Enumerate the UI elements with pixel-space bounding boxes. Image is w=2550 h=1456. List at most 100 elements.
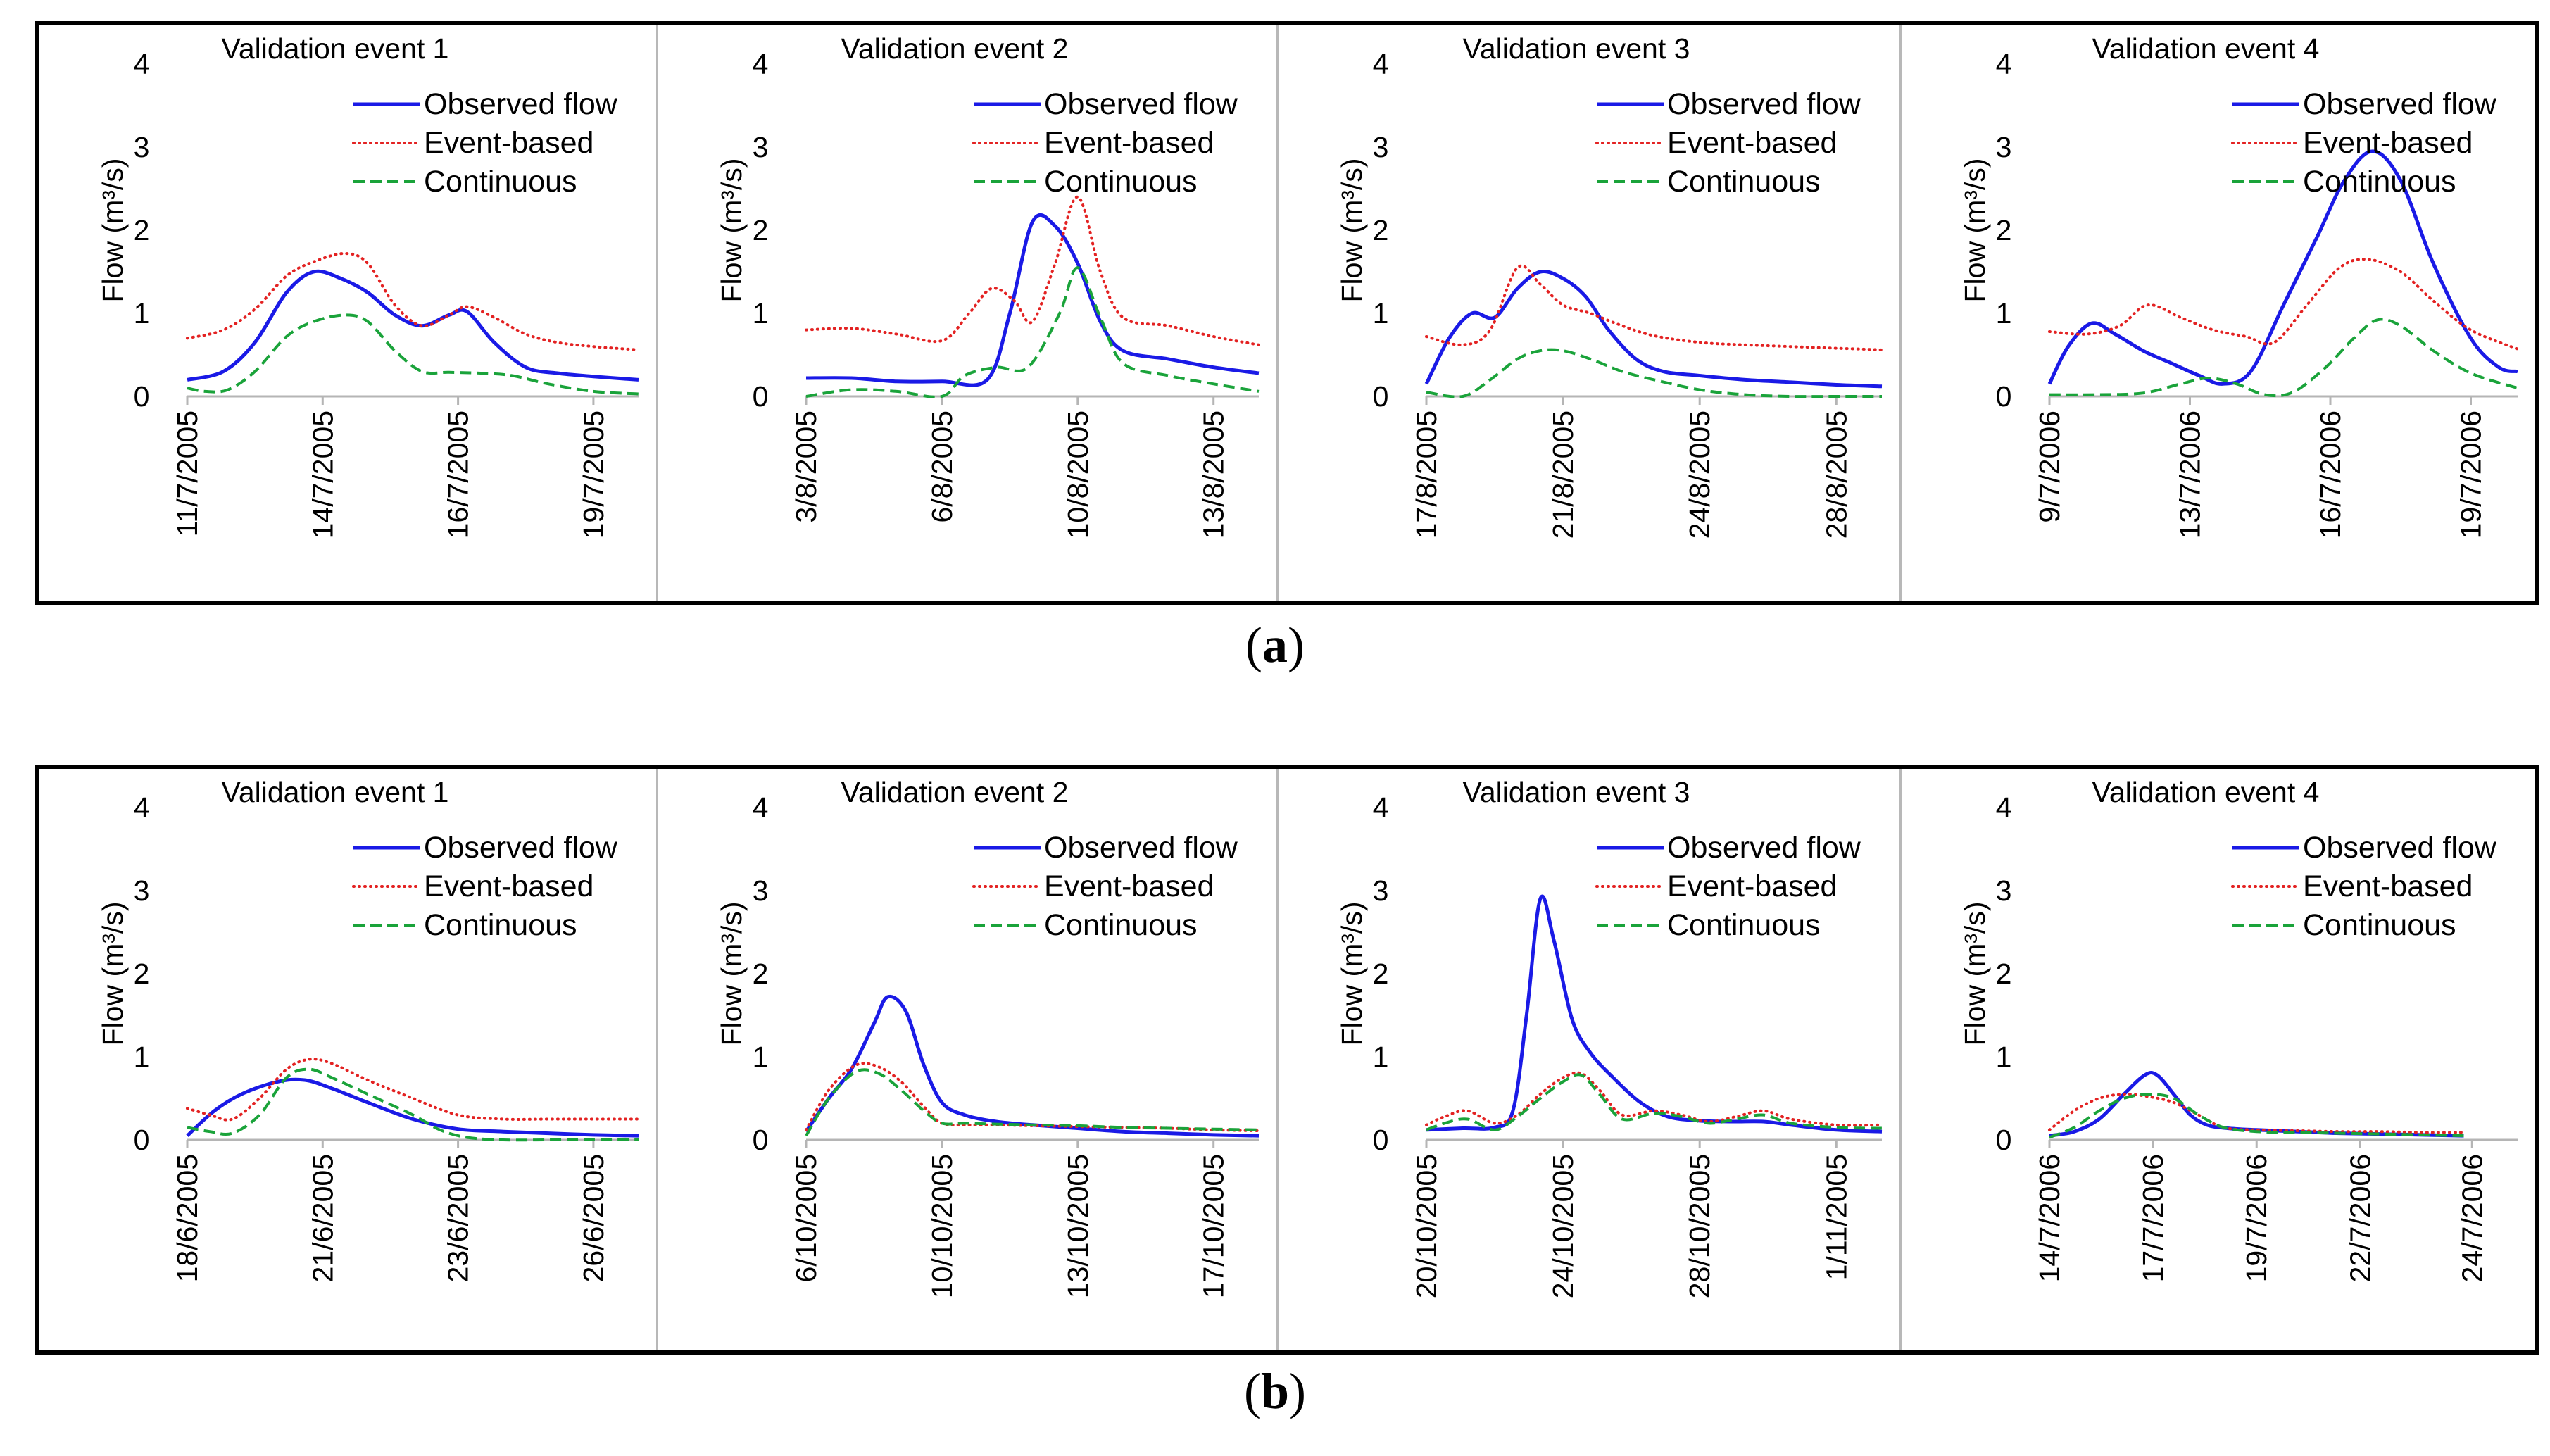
y-tick-label: 0 xyxy=(753,1124,769,1156)
x-tick-label: 19/7/2006 xyxy=(2240,1154,2273,1282)
x-tick-label: 10/8/2005 xyxy=(1062,410,1094,539)
x-tick-label: 24/10/2005 xyxy=(1547,1154,1579,1298)
y-axis-title: Flow (m³/s) xyxy=(1959,902,1991,1046)
x-tick-label: 20/10/2005 xyxy=(1410,1154,1443,1298)
series-line-continuous xyxy=(805,1068,1260,1137)
series-line-event xyxy=(186,1058,640,1122)
x-tick-label: 9/7/2006 xyxy=(2033,410,2066,523)
y-tick-label: 3 xyxy=(1373,874,1389,907)
chart-title: Validation event 3 xyxy=(1463,32,1690,65)
legend-label-observed: Observed flow xyxy=(1667,831,1861,865)
x-tick-label: 28/10/2005 xyxy=(1683,1154,1716,1298)
series-line-continuous xyxy=(187,313,639,396)
chart-svg: Validation event 1 Flow (m³/s) 0 1 2 3 4 11/7/2… xyxy=(96,32,640,539)
x-tick-label: 16/7/2006 xyxy=(2314,410,2347,539)
y-tick-label: 1 xyxy=(1373,297,1389,330)
y-tick-label: 0 xyxy=(134,380,150,413)
y-tick-label: 3 xyxy=(1996,131,2012,163)
legend-label-continuous: Continuous xyxy=(2303,908,2456,942)
x-tick-label: 22/7/2006 xyxy=(2344,1154,2376,1282)
legend-label-event: Event-based xyxy=(424,126,593,160)
y-tick-label: 4 xyxy=(1996,48,2012,80)
x-tick-label: 19/7/2006 xyxy=(2455,410,2487,539)
x-tick-label: 13/7/2006 xyxy=(2174,410,2206,539)
x-tick-label: 13/8/2005 xyxy=(1198,410,1230,539)
y-tick-label: 4 xyxy=(1373,48,1389,80)
chart-svg: Validation event 1 Flow (m³/s) 0 1 2 3 4 18/6/2… xyxy=(96,776,640,1282)
y-tick-label: 2 xyxy=(753,958,769,990)
series-line-event xyxy=(2048,258,2519,351)
y-tick-label: 0 xyxy=(1373,380,1389,413)
legend-label-continuous: Continuous xyxy=(2303,165,2456,199)
panel-a-event-4: Validation event 4 Flow (m³/s) 0 1 2 3 4 9/7/20… xyxy=(1899,25,2535,601)
series-line-observed xyxy=(804,994,1260,1138)
y-tick-label: 3 xyxy=(1996,874,2012,907)
series-line-event xyxy=(2048,1093,2466,1134)
series-line-continuous xyxy=(1426,348,1882,398)
legend-label-event: Event-based xyxy=(424,870,593,903)
series-line-event xyxy=(186,251,640,351)
x-tick-label: 18/6/2005 xyxy=(171,1154,203,1282)
x-tick-label: 17/7/2006 xyxy=(2137,1154,2169,1282)
y-tick-label: 2 xyxy=(1996,958,2012,990)
y-tick-label: 3 xyxy=(753,874,769,907)
chart-title: Validation event 4 xyxy=(2092,776,2320,808)
y-axis-title: Flow (m³/s) xyxy=(96,158,129,303)
x-tick-label: 11/7/2005 xyxy=(171,410,203,536)
y-tick-label: 0 xyxy=(134,1124,150,1156)
y-axis-title: Flow (m³/s) xyxy=(715,902,748,1046)
chart-title: Validation event 3 xyxy=(1463,776,1690,808)
legend-label-event: Event-based xyxy=(2303,126,2473,160)
y-tick-label: 1 xyxy=(134,1041,150,1073)
y-tick-label: 2 xyxy=(753,214,769,246)
figure-label-b: (b) xyxy=(1243,1363,1306,1419)
legend-label-event: Event-based xyxy=(1667,870,1837,903)
legend-label-observed: Observed flow xyxy=(1044,831,1238,865)
y-tick-label: 1 xyxy=(1373,1041,1389,1073)
y-tick-label: 1 xyxy=(753,1041,769,1073)
y-tick-label: 3 xyxy=(134,131,150,163)
series-line-observed xyxy=(187,269,639,382)
x-tick-label: 10/10/2005 xyxy=(926,1154,958,1298)
y-axis-title: Flow (m³/s) xyxy=(715,158,748,303)
x-tick-label: 28/8/2005 xyxy=(1820,410,1852,539)
chart-svg: Validation event 4 Flow (m³/s) 0 1 2 3 4 9/7/20… xyxy=(1959,32,2519,539)
y-axis-title: Flow (m³/s) xyxy=(1959,158,1991,303)
legend-label-observed: Observed flow xyxy=(2303,87,2497,121)
series-line-observed xyxy=(1426,894,1883,1134)
y-tick-label: 1 xyxy=(1996,297,2012,330)
legend-label-observed: Observed flow xyxy=(1667,87,1861,121)
chart-title: Validation event 1 xyxy=(222,776,449,808)
legend-label-continuous: Continuous xyxy=(424,908,577,942)
legend-label-event: Event-based xyxy=(1667,126,1837,160)
x-tick-label: 17/10/2005 xyxy=(1198,1154,1230,1298)
y-tick-label: 4 xyxy=(753,791,769,824)
legend-label-observed: Observed flow xyxy=(2303,831,2497,865)
x-tick-label: 14/7/2005 xyxy=(306,410,339,539)
x-tick-label: 16/7/2005 xyxy=(442,410,475,539)
legend-label-continuous: Continuous xyxy=(1667,908,1821,942)
legend-label-continuous: Continuous xyxy=(424,165,577,199)
series-line-event xyxy=(1425,264,1883,351)
y-tick-label: 2 xyxy=(1373,214,1389,246)
y-tick-label: 0 xyxy=(1373,1124,1389,1156)
y-tick-label: 2 xyxy=(1373,958,1389,990)
chart-svg: Validation event 3 Flow (m³/s) 0 1 2 3 4 20/10/… xyxy=(1336,776,1883,1298)
y-tick-label: 4 xyxy=(134,791,150,824)
figure-label-a: (a) xyxy=(1245,617,1305,673)
series-line-observed xyxy=(1424,269,1883,389)
series-line-observed xyxy=(805,213,1260,387)
y-tick-label: 1 xyxy=(1996,1041,2012,1073)
panel-a-event-3: Validation event 3 Flow (m³/s) 0 1 2 3 4 17/8/2… xyxy=(1276,25,1899,601)
y-tick-label: 3 xyxy=(1373,131,1389,163)
y-axis-title: Flow (m³/s) xyxy=(1336,158,1368,303)
legend-label-observed: Observed flow xyxy=(1044,87,1238,121)
panel-b-event-1: Validation event 1 Flow (m³/s) 0 1 2 3 4 18/6/2… xyxy=(39,769,656,1350)
panel-b-event-3: Validation event 3 Flow (m³/s) 0 1 2 3 4 20/10/… xyxy=(1276,769,1899,1350)
x-tick-label: 24/7/2006 xyxy=(2456,1154,2488,1282)
y-tick-label: 2 xyxy=(1996,214,2012,246)
series-line-event xyxy=(1425,1071,1883,1127)
chart-title: Validation event 1 xyxy=(222,32,449,65)
x-tick-label: 19/7/2005 xyxy=(577,410,610,539)
legend-label-observed: Observed flow xyxy=(424,87,618,121)
